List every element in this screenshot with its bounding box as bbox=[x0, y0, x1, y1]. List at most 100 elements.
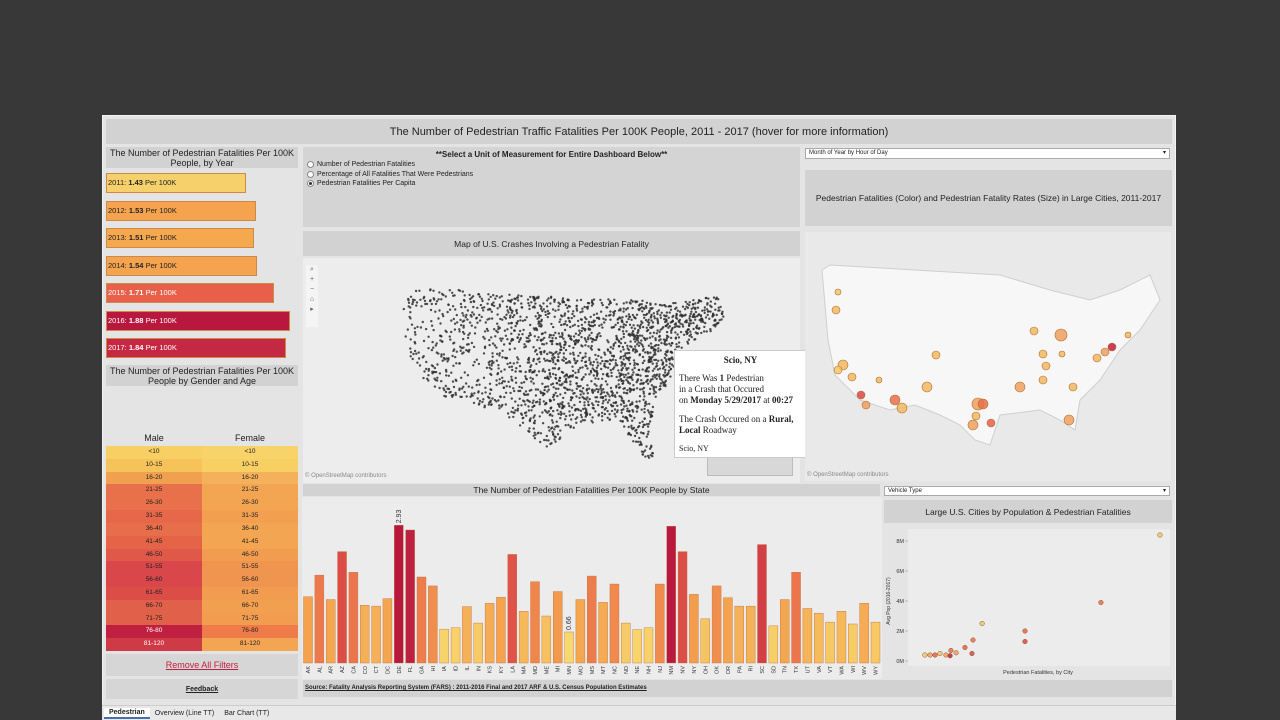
city-circle bbox=[1029, 326, 1039, 336]
crash-dot bbox=[529, 333, 532, 337]
crash-dot bbox=[472, 401, 476, 405]
crash-dot bbox=[483, 404, 486, 407]
crash-dot bbox=[416, 361, 419, 364]
radio-button[interactable] bbox=[307, 161, 314, 168]
city-circle bbox=[1054, 328, 1068, 342]
crash-dot bbox=[627, 348, 631, 352]
crash-dot bbox=[524, 370, 527, 374]
crash-dot bbox=[473, 332, 477, 335]
crash-dot bbox=[539, 322, 542, 325]
crash-dot bbox=[667, 316, 670, 319]
crash-dot bbox=[516, 409, 519, 412]
crash-dot bbox=[600, 406, 604, 409]
crash-dot bbox=[650, 307, 653, 311]
crash-dot bbox=[455, 313, 458, 317]
radio-option[interactable]: Pedestrian Fatalities Per Capita bbox=[307, 180, 415, 187]
crash-dot bbox=[715, 323, 718, 326]
crash-dot bbox=[576, 359, 579, 363]
crash-dot bbox=[611, 347, 615, 350]
crash-dot bbox=[649, 454, 652, 457]
crash-dot bbox=[442, 353, 446, 356]
crash-dot bbox=[411, 357, 414, 361]
crash-dot bbox=[701, 309, 704, 312]
crash-dot bbox=[536, 388, 540, 391]
crash-dot bbox=[571, 374, 575, 377]
crash-dot bbox=[498, 305, 502, 308]
crash-dot bbox=[607, 375, 610, 378]
crash-dot bbox=[556, 433, 560, 436]
crash-dot bbox=[645, 435, 648, 438]
sheet-tab[interactable]: Overview (Line TT) bbox=[154, 709, 215, 717]
crash-dot bbox=[665, 343, 668, 346]
crash-dot bbox=[603, 364, 606, 368]
crash-dot bbox=[454, 393, 458, 396]
remove-filters-button[interactable]: Remove All Filters bbox=[106, 654, 298, 676]
radio-option[interactable]: Number of Pedestrian Fatalities bbox=[307, 161, 415, 168]
crash-dot bbox=[652, 386, 655, 389]
crash-dot bbox=[648, 420, 652, 423]
crash-dot bbox=[559, 413, 563, 416]
tooltip-road-type: Rural, bbox=[768, 414, 794, 424]
vehicle-filter[interactable]: Vehicle Type ▾ bbox=[884, 486, 1170, 496]
crash-dot bbox=[459, 349, 462, 352]
crash-dot bbox=[551, 421, 555, 424]
crash-dot bbox=[573, 403, 576, 407]
crash-dot bbox=[630, 345, 633, 349]
crash-dot bbox=[459, 395, 462, 398]
sheet-tab[interactable]: Pedestrian bbox=[104, 707, 150, 719]
crash-dot bbox=[703, 306, 707, 309]
state-bar bbox=[428, 585, 438, 664]
radio-button[interactable] bbox=[307, 180, 314, 187]
crash-dot bbox=[599, 310, 603, 313]
x-tick-label: VA bbox=[817, 666, 823, 673]
sheet-tab[interactable]: Bar Chart (TT) bbox=[224, 709, 270, 717]
crash-dot bbox=[506, 338, 509, 341]
crash-dot bbox=[518, 364, 522, 368]
crash-dot bbox=[454, 355, 457, 359]
crash-dot bbox=[420, 305, 423, 308]
crash-dot bbox=[591, 421, 594, 424]
tab-bar: Pedestrian Overview (Line TT) Bar Chart (T… bbox=[102, 705, 1176, 720]
radio-button[interactable] bbox=[307, 170, 314, 178]
city-map-filter[interactable]: Month of Year by Hour of Day ▾ bbox=[805, 148, 1170, 159]
crash-dot bbox=[576, 384, 579, 388]
crash-dot bbox=[587, 302, 591, 305]
crash-dot bbox=[556, 394, 559, 398]
crash-dot bbox=[577, 333, 580, 337]
crash-dot bbox=[406, 328, 409, 331]
crash-dot bbox=[632, 426, 636, 430]
crash-dot bbox=[554, 362, 557, 366]
crash-dot bbox=[638, 308, 641, 312]
scatter-point bbox=[927, 652, 933, 658]
crash-dot bbox=[532, 346, 535, 349]
crash-dot bbox=[527, 337, 530, 340]
crash-dot bbox=[588, 373, 591, 376]
crash-dot bbox=[606, 383, 609, 386]
crash-dot bbox=[616, 338, 619, 341]
crash-dot bbox=[545, 434, 548, 438]
crash-dot bbox=[574, 407, 578, 411]
crash-dot bbox=[460, 376, 463, 379]
crash-dot bbox=[621, 382, 624, 385]
crash-dot bbox=[525, 316, 528, 319]
scatter-point bbox=[1098, 599, 1104, 606]
crash-dot bbox=[641, 310, 644, 313]
heat-cell: 76-80 bbox=[106, 625, 202, 639]
crash-dot bbox=[557, 305, 560, 308]
state-bar bbox=[552, 591, 563, 664]
crash-dot bbox=[549, 340, 553, 343]
crash-dot bbox=[564, 361, 568, 365]
crash-dot bbox=[628, 323, 632, 326]
crash-dot bbox=[564, 341, 567, 344]
radio-option[interactable]: Percentage of All Fatalities That Were P… bbox=[307, 170, 473, 178]
map-controls[interactable]: ⌕ + − ⌂ ▸ bbox=[306, 265, 318, 327]
crash-dot bbox=[636, 324, 639, 327]
crash-dot bbox=[430, 324, 434, 327]
feedback-link[interactable]: Feedback bbox=[106, 679, 298, 699]
crash-dot bbox=[562, 346, 566, 349]
crash-dot bbox=[626, 380, 629, 383]
crash-dot bbox=[414, 289, 418, 293]
crash-dot bbox=[561, 371, 565, 374]
crash-dot bbox=[665, 354, 668, 357]
crash-dot bbox=[587, 336, 590, 339]
